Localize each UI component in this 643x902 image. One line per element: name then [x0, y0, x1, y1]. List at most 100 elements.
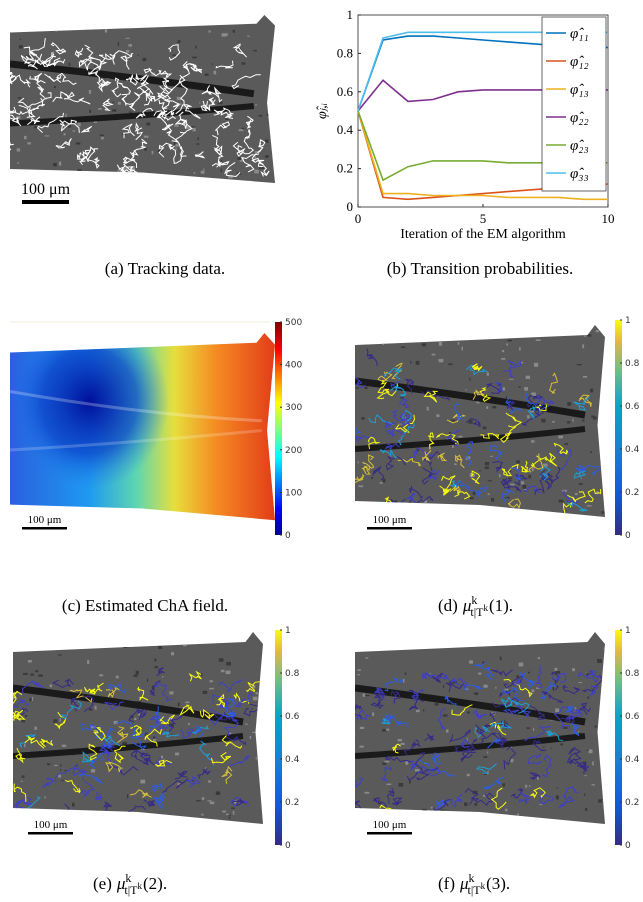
texture: [413, 637, 416, 641]
track: [107, 683, 126, 694]
track: [74, 47, 84, 58]
colorbar: [275, 322, 282, 535]
texture: [154, 658, 157, 662]
track: [520, 460, 530, 473]
texture: [231, 807, 235, 810]
track: [231, 74, 261, 90]
texture: [415, 709, 420, 713]
texture: [482, 426, 487, 430]
track: [105, 761, 121, 773]
texture: [137, 189, 138, 191]
texture: [34, 726, 37, 730]
texture: [241, 62, 246, 65]
track: [527, 753, 543, 765]
caption-sup: k: [469, 871, 475, 885]
texture: [226, 813, 230, 816]
texture: [193, 172, 196, 174]
texture: [259, 167, 265, 170]
legend-label: φ̂₁₂: [570, 54, 589, 70]
texture: [604, 430, 605, 434]
track: [162, 778, 189, 793]
texture: [44, 98, 48, 100]
texture: [370, 477, 374, 479]
track: [384, 442, 400, 450]
texture: [262, 772, 263, 776]
track: [10, 72, 14, 85]
texture: [52, 51, 55, 54]
texture: [30, 673, 34, 676]
texture: [531, 392, 536, 397]
texture: [398, 783, 404, 787]
track: [489, 720, 513, 730]
track: [444, 695, 457, 711]
track: [34, 72, 46, 84]
track: [80, 776, 96, 798]
track: [13, 709, 26, 721]
texture: [400, 396, 404, 399]
colorbar-tick-label: 0.2: [625, 798, 639, 808]
track: [409, 447, 434, 458]
track: [391, 409, 406, 421]
texture: [426, 406, 429, 411]
track: [197, 767, 212, 779]
texture: [497, 382, 502, 386]
track: [168, 145, 187, 164]
track: [455, 454, 465, 469]
legend-box: [541, 16, 607, 192]
track: [158, 99, 176, 121]
texture: [558, 435, 563, 439]
texture: [220, 160, 223, 162]
texture: [238, 189, 243, 192]
track: [246, 681, 261, 693]
track: [524, 725, 551, 742]
track: [355, 777, 364, 790]
texture: [77, 169, 82, 173]
track: [129, 789, 152, 798]
texture: [44, 795, 46, 799]
texture: [215, 639, 221, 642]
texture: [504, 808, 508, 812]
texture: [442, 714, 448, 717]
track: [451, 704, 473, 716]
legend-label: φ̂₃₃: [570, 166, 589, 182]
track: [257, 138, 266, 154]
track: [490, 787, 507, 811]
texture: [178, 176, 180, 181]
track: [60, 700, 82, 720]
texture: [371, 340, 374, 344]
track: [435, 798, 451, 810]
texture: [582, 375, 588, 378]
track: [411, 688, 425, 701]
track: [491, 669, 513, 677]
texture: [13, 189, 15, 192]
track: [28, 97, 45, 113]
channel: [10, 429, 262, 452]
track: [360, 500, 383, 511]
texture: [485, 823, 490, 824]
track: [89, 751, 105, 769]
track: [168, 713, 183, 733]
track: [174, 770, 188, 780]
texture: [223, 33, 228, 36]
texture: [591, 415, 594, 418]
track: [103, 801, 113, 811]
texture: [44, 135, 50, 137]
texture: [207, 800, 212, 802]
track: [495, 732, 508, 745]
track: [492, 460, 503, 473]
track: [213, 712, 231, 721]
track: [251, 153, 265, 166]
texture: [89, 109, 92, 113]
texture: [516, 675, 519, 678]
texture: [483, 684, 488, 688]
channel: [13, 733, 244, 759]
track: [494, 381, 504, 393]
texture: [550, 747, 552, 750]
texture: [491, 634, 494, 639]
tissue: [355, 325, 605, 517]
track: [581, 674, 604, 693]
texture: [122, 741, 127, 746]
track: [10, 71, 17, 84]
track: [158, 142, 173, 158]
texture: [602, 725, 605, 730]
